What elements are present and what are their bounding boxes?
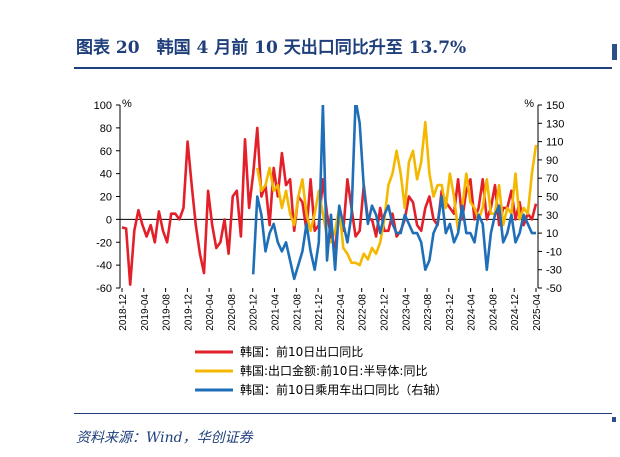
x-tick-label: 2019-08: [162, 294, 173, 331]
x-tick-label: 2018-12: [118, 294, 129, 331]
right-tick-label: 130: [546, 118, 564, 130]
legend-label-3: 韩国：前10日乘用车出口同比（右轴）: [240, 382, 447, 397]
x-tick-label: 2023-12: [445, 294, 456, 331]
left-tick-label: 100: [94, 100, 112, 112]
right-tick-label: 70: [546, 173, 558, 185]
x-tick-label: 2024-04: [467, 294, 478, 331]
x-tick-label: 2019-12: [183, 294, 194, 331]
right-tick-label: -10: [546, 246, 562, 258]
legend: 韩国：前10日出口同比韩国:出口金额:前10日:半导体:同比韩国：前10日乘用车…: [195, 344, 447, 397]
left-tick-label: 40: [100, 169, 112, 181]
x-tick-label: 2024-12: [510, 294, 521, 331]
x-tick-label: 2020-08: [227, 294, 238, 331]
right-tick-label: -30: [546, 265, 562, 277]
x-tick-label: 2020-12: [249, 294, 260, 331]
footer-rule: [74, 413, 612, 414]
right-tick-label: 10: [546, 228, 558, 240]
series-line-2: [256, 120, 538, 267]
left-tick-label: -60: [96, 283, 112, 295]
right-tick-label: 90: [546, 155, 558, 167]
x-tick-label: 2023-08: [423, 294, 434, 331]
right-tick-label: -50: [546, 283, 562, 295]
x-tick-label: 2021-12: [314, 294, 325, 331]
left-tick-label: -20: [96, 237, 112, 249]
page-title: 图表 20 韩国 4 月前 10 天出口同比升至 13.7%: [76, 38, 467, 58]
x-tick-label: 2020-04: [205, 294, 216, 331]
x-tick-label: 2021-08: [292, 294, 303, 331]
series-line-3: [251, 105, 536, 281]
x-tick-label: 2022-12: [379, 294, 390, 331]
x-tick-label: 2021-04: [271, 294, 282, 331]
x-tick-label: 2022-04: [336, 294, 347, 331]
edge-mark-top: [612, 44, 617, 60]
legend-label-1: 韩国：前10日出口同比: [240, 344, 363, 359]
axes: 100 80 60 40 20 0 -20 -40 -60 150 130 110 90 70 50 30 10…: [94, 98, 565, 331]
left-tick-label: 20: [100, 192, 112, 204]
right-tick-label: 50: [546, 192, 558, 204]
left-axis-unit: %: [122, 98, 132, 110]
right-tick-label: 110: [546, 137, 564, 149]
left-tick-label: 0: [106, 214, 112, 226]
legend-label-2: 韩国:出口金额:前10日:半导体:同比: [240, 363, 427, 378]
edge-mark-bottom: [612, 417, 616, 422]
series-lines: [121, 105, 538, 286]
right-axis-unit: %: [524, 98, 534, 110]
left-tick-label: 80: [100, 123, 112, 135]
title-rule: [74, 67, 612, 69]
x-tick-label: 2024-08: [488, 294, 499, 331]
x-tick-label: 2019-04: [140, 294, 151, 331]
right-tick-label: 30: [546, 210, 558, 222]
x-tick-label: 2025-04: [532, 294, 543, 331]
left-tick-label: -40: [96, 260, 112, 272]
left-tick-label: 60: [100, 146, 112, 158]
right-tick-label: 150: [546, 100, 564, 112]
source-note: 资料来源：Wind，华创证券: [76, 430, 253, 446]
x-tick-label: 2022-08: [358, 294, 369, 331]
x-tick-label: 2023-04: [401, 294, 412, 331]
